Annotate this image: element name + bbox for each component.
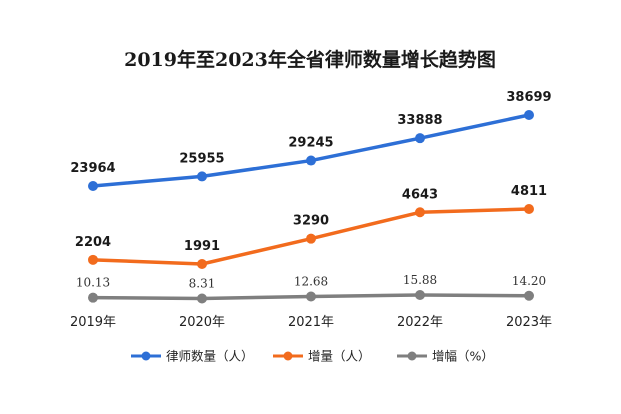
data-point: [415, 207, 425, 218]
data-point: [415, 133, 425, 144]
data-label: 10.13: [76, 276, 110, 290]
data-label: 33888: [397, 113, 442, 128]
data-label: 38699: [506, 90, 551, 105]
data-label: 8.31: [189, 277, 216, 291]
data-point: [88, 181, 98, 191]
data-point: [524, 290, 534, 301]
data-point: [306, 233, 316, 244]
chart-title: 2019年至2023年全省律师数量增长趋势图: [124, 48, 496, 71]
data-point: [306, 291, 316, 302]
data-point: [524, 110, 534, 120]
x-tick-label: 2023年: [506, 315, 552, 330]
data-label: 4643: [402, 187, 438, 202]
data-label: 3290: [293, 214, 329, 229]
data-label: 1991: [184, 239, 220, 254]
legend-label: 增量（人）: [308, 349, 371, 364]
data-label: 23964: [70, 161, 115, 176]
x-tick-label: 2020年: [179, 315, 225, 330]
data-point: [524, 204, 534, 214]
data-label: 12.68: [294, 274, 328, 288]
data-point: [88, 292, 98, 303]
data-label: 29245: [288, 136, 333, 151]
data-point: [306, 155, 316, 166]
data-label: 4811: [511, 184, 547, 199]
data-label: 25955: [179, 151, 224, 166]
x-tick-label: 2022年: [397, 315, 443, 330]
data-point: [197, 259, 207, 269]
legend-label: 律师数量（人）: [166, 349, 254, 364]
data-point: [415, 290, 425, 300]
data-label: 14.20: [512, 274, 546, 288]
data-point: [197, 171, 207, 182]
x-tick-label: 2019年: [70, 315, 116, 330]
legend-marker: [283, 351, 293, 361]
data-point: [197, 293, 207, 304]
legend-label: 增幅（%）: [432, 349, 494, 364]
legend-marker: [407, 351, 417, 361]
data-label: 15.88: [403, 273, 437, 287]
data-point: [88, 254, 98, 265]
x-axis: 2019年 2020年 2021年 2022年 2023年: [70, 315, 552, 330]
legend: 律师数量（人） 增量（人） 增幅（%）: [131, 349, 494, 364]
legend-marker: [141, 351, 151, 361]
series-layer: 23964 25955 29245 33888 38699 2204 1991 3290 464…: [70, 90, 552, 304]
data-label: 2204: [75, 235, 111, 250]
x-tick-label: 2021年: [288, 315, 334, 330]
